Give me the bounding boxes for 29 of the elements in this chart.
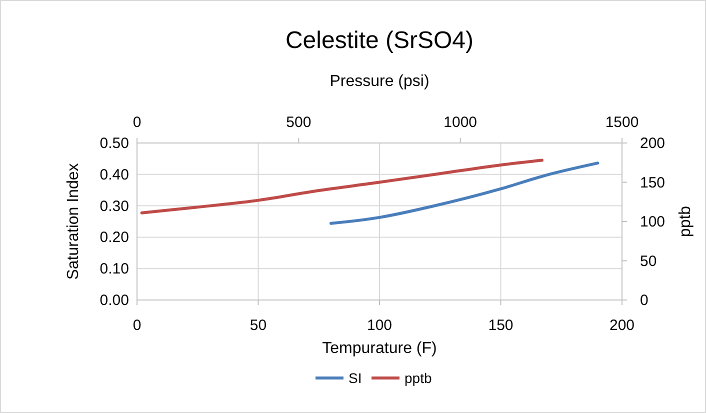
x2-tick-label: 1500 [605, 114, 639, 131]
x2-tick-label: 500 [286, 114, 312, 131]
y2-tick-label: 50 [640, 252, 657, 270]
y2-axis-title: pptb [677, 206, 694, 238]
y-tick-label: 0.20 [100, 229, 129, 246]
y-tick-label: 0.50 [100, 135, 129, 152]
x-tick-label: 200 [609, 317, 635, 334]
legend-label: pptb [404, 370, 432, 386]
y2-tick-label: 0 [640, 292, 648, 309]
y2-tick-label: 100 [640, 214, 666, 230]
x-tick-label: 150 [488, 317, 514, 334]
line-series [330, 162, 600, 225]
chart-title: Celestite (SrSO4) [285, 27, 474, 54]
line-series [140, 158, 544, 214]
y-tick-label: 0.10 [100, 260, 129, 278]
x-tick-label: 50 [250, 317, 267, 334]
y2-tick-label: 150 [640, 174, 666, 192]
x2-axis-title: Pressure (psi) [330, 73, 430, 90]
y2-tick-label: 200 [640, 135, 666, 152]
legend-label: SI [348, 370, 362, 386]
y-axis-title: Saturation Index [65, 163, 82, 280]
x-axis-title: Tempurature (F) [322, 340, 437, 357]
x2-tick-label: 0 [132, 114, 142, 131]
x-tick-label: 0 [132, 317, 142, 334]
x-tick-label: 100 [366, 317, 392, 334]
y-tick-label: 0.40 [100, 166, 129, 184]
y-tick-label: 0.00 [100, 292, 129, 309]
x2-tick-label: 1000 [444, 114, 478, 131]
y-tick-label: 0.30 [100, 198, 129, 215]
